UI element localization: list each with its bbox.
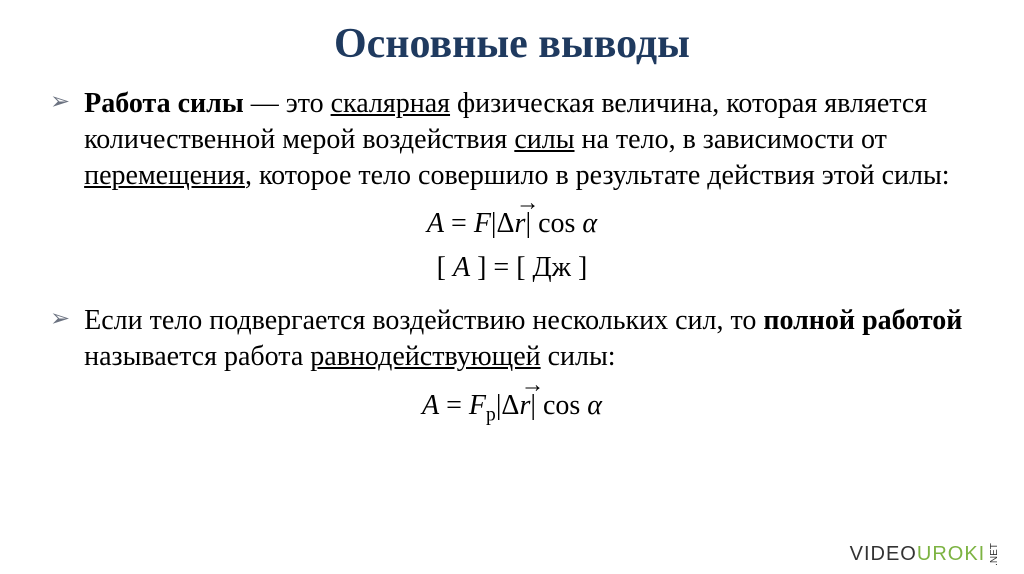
bullet-1: ➢ Работа силы — это скалярная физическая… [50, 86, 974, 193]
slide-container: Основные выводы ➢ Работа силы — это скал… [0, 0, 1024, 574]
formula-total-work: A = Fр|Δr| cos α [50, 385, 974, 430]
formula-block-2: A = Fр|Δr| cos α [50, 385, 974, 430]
formula-block-1: A = F|Δr| cos α [ A ] = [ Дж ] [50, 203, 974, 289]
formula-work: A = F|Δr| cos α [50, 203, 974, 245]
watermark-net: .NET [989, 543, 1000, 566]
page-title: Основные выводы [50, 20, 974, 68]
watermark-part2: UROKI [917, 543, 985, 565]
bullet-1-text: Работа силы — это скалярная физическая в… [84, 86, 974, 193]
bullet-marker-icon: ➢ [50, 307, 70, 331]
bullet-2: ➢ Если тело подвергается воздействию нес… [50, 303, 974, 375]
bullet-marker-icon: ➢ [50, 90, 70, 114]
bullet-2-text: Если тело подвергается воздействию неско… [84, 303, 974, 375]
formula-units: [ A ] = [ Дж ] [50, 247, 974, 289]
watermark: VIDEOUROKI .NET [850, 543, 1006, 566]
watermark-part1: VIDEO [850, 543, 917, 565]
